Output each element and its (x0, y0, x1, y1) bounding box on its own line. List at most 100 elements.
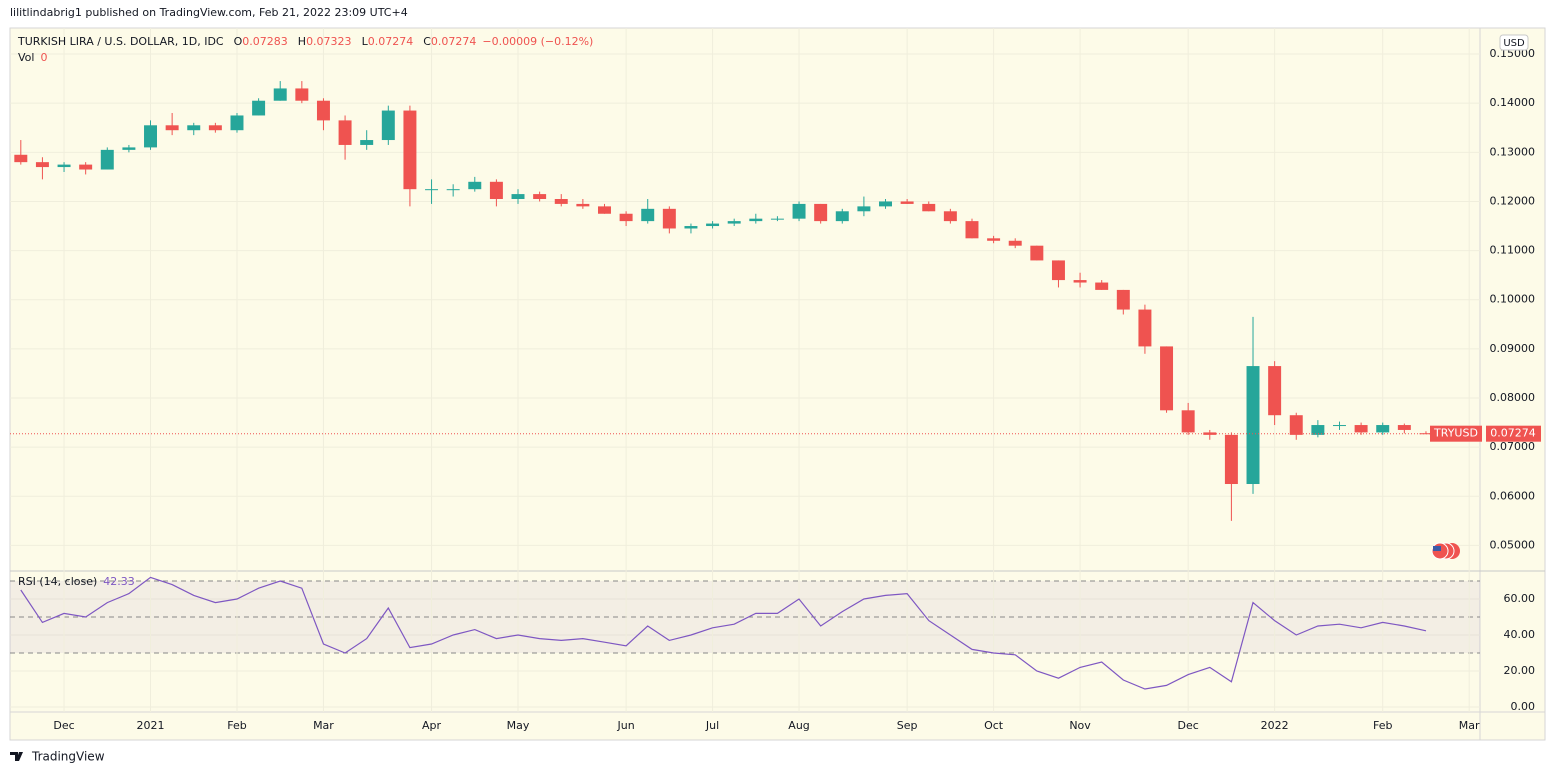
candle-body (814, 203, 828, 222)
candle-body (1333, 425, 1346, 427)
candle-body (1116, 289, 1130, 310)
y-tick-label: 0.10000 (1490, 293, 1536, 306)
x-tick-label: Oct (984, 719, 1004, 732)
candle-body (554, 199, 568, 204)
candle-body (922, 203, 936, 212)
candle-body (706, 223, 720, 227)
x-tick-label: Dec (1178, 719, 1199, 732)
flag-icon (1431, 542, 1460, 560)
candle-body (1311, 425, 1325, 435)
x-tick-label: Mar (1459, 719, 1480, 732)
candle-body (1268, 366, 1282, 416)
candle-body (230, 115, 244, 131)
candle-body (316, 100, 330, 121)
candle-body (987, 238, 1001, 241)
candle-body (489, 181, 503, 200)
volume-value: 0 (40, 51, 47, 64)
candle-body (1095, 282, 1109, 290)
y-tick-label: 0.09000 (1490, 342, 1536, 355)
candle-body (1397, 425, 1411, 430)
legend-key: H (298, 35, 306, 48)
candle-body (835, 211, 849, 222)
candle-body (1246, 366, 1260, 485)
candle-body (1008, 240, 1022, 246)
legend-values: O0.07283 H0.07323 L0.07274 C0.07274 −0.00009… (234, 35, 594, 48)
candle-body (165, 125, 179, 131)
x-tick-label: May (507, 719, 530, 732)
flag-canton (1433, 546, 1441, 551)
candle-body (598, 206, 611, 214)
candle-body (1138, 309, 1152, 347)
candle-body (1051, 260, 1065, 281)
candle-body (1354, 425, 1368, 433)
candle-body (1289, 415, 1303, 435)
legend-key: O (234, 35, 243, 48)
rsi-line (20, 576, 1427, 690)
x-tick-label: Mar (313, 719, 334, 732)
y-tick-label: 0.07000 (1490, 440, 1536, 453)
brand-logo (10, 752, 23, 761)
brand: TradingView (31, 750, 105, 764)
candle-body (446, 189, 460, 191)
symbol-title: TURKISH LIRA / U.S. DOLLAR, 1D, IDC (17, 35, 224, 48)
candle-body (619, 213, 633, 222)
candle-body (79, 164, 93, 170)
y-tick-label: 0.13000 (1490, 145, 1536, 158)
symbol-tag-bg (1430, 425, 1482, 442)
x-tick-label: Feb (1373, 719, 1392, 732)
candle-body (965, 221, 979, 239)
legend-value: 0.07274 (431, 35, 477, 48)
y-tick-label: 0.11000 (1490, 244, 1536, 257)
rsi-legend: RSI (14, close) 42.33 (18, 575, 135, 588)
y-tick-label: 0.05000 (1490, 538, 1536, 551)
x-tick-label: Jul (705, 719, 719, 732)
candle-body (187, 125, 201, 131)
x-tick-label: Feb (227, 719, 246, 732)
candle-body (749, 218, 763, 222)
candle-body (273, 88, 287, 101)
rsi-title: RSI (14, close) (18, 575, 97, 588)
candle-body (425, 189, 439, 191)
marks (10, 81, 1480, 690)
candle-body (1160, 346, 1174, 411)
candle-body (122, 147, 136, 150)
logo-mark (10, 752, 23, 761)
x-tick-label: Sep (897, 719, 918, 732)
rsi-tick-label: 60.00 (1504, 592, 1536, 605)
candle-body (511, 194, 525, 200)
candle-body (381, 110, 395, 141)
candle-body (468, 181, 482, 190)
legend-value: 0.07283 (242, 35, 288, 48)
candle-body (1181, 410, 1195, 433)
volume-legend: Vol 0 (18, 51, 47, 64)
publisher-line: lilitlindabrig1 published on TradingView… (10, 6, 408, 19)
candle-body (1224, 434, 1238, 485)
legend-value: 0.07323 (306, 35, 352, 48)
candle-body (100, 149, 114, 170)
candle-body (14, 154, 28, 163)
x-tick-label: Apr (422, 719, 442, 732)
currency-label[interactable]: USD (1503, 38, 1525, 49)
x-tick-label: Dec (53, 719, 74, 732)
y-tick-label: 0.14000 (1490, 96, 1536, 109)
last-price-label: 0.07274 (1490, 427, 1536, 440)
candle-body (879, 201, 892, 207)
x-tick-label: Aug (788, 719, 809, 732)
currency-button[interactable] (1499, 34, 1529, 51)
candle-body (208, 125, 222, 131)
legend: TURKISH LIRA / U.S. DOLLAR, 1D, IDC O0.07… (17, 35, 593, 48)
candle-body (295, 88, 309, 101)
candle-body (727, 221, 741, 224)
candle-body (792, 203, 806, 219)
candle-body (684, 226, 698, 229)
candle-body (576, 203, 590, 207)
candle-body (1203, 432, 1217, 435)
candle-body (403, 110, 417, 190)
candle-body (1419, 433, 1433, 435)
candle-body (1073, 280, 1087, 283)
candle-body (144, 125, 157, 148)
candle-body (943, 211, 957, 222)
y-tick-label: 0.08000 (1490, 391, 1536, 404)
candle-body (770, 218, 784, 220)
